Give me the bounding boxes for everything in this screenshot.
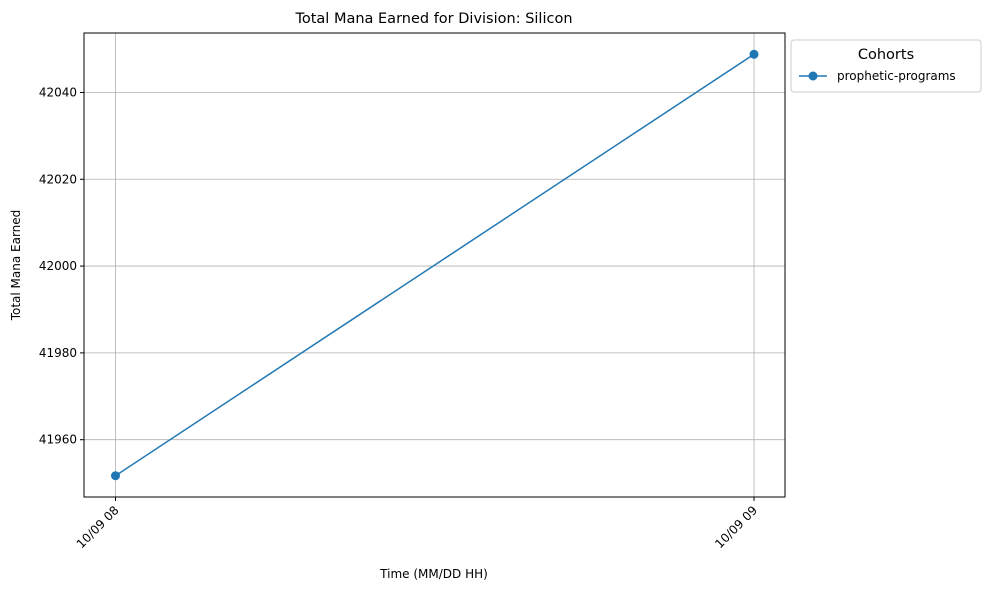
y-tick-label: 42040 xyxy=(39,85,77,99)
y-axis-title: Total Mana Earned xyxy=(9,210,23,322)
y-tick-label: 42020 xyxy=(39,172,77,186)
data-point xyxy=(749,49,759,59)
series-layer xyxy=(111,49,759,481)
legend-box xyxy=(790,39,982,93)
legend-entry-label: prophetic-programs xyxy=(837,69,956,83)
chart-title: Total Mana Earned for Division: Silicon xyxy=(294,11,572,27)
grid xyxy=(84,33,785,497)
y-tick-label: 42000 xyxy=(39,259,77,273)
data-point xyxy=(111,471,120,481)
y-axis-ticks: 41960 41980 42000 42020 42040 xyxy=(39,85,84,447)
legend: Cohorts prophetic-programs xyxy=(790,39,982,93)
y-tick-label: 41960 xyxy=(39,433,77,447)
legend-marker-sample xyxy=(808,71,818,81)
y-tick-label: 41980 xyxy=(39,346,77,360)
series-line xyxy=(115,53,755,477)
x-axis-title: Time (MM/DD HH) xyxy=(379,567,488,581)
plot-area-frame xyxy=(83,32,786,498)
legend-title: Cohorts xyxy=(858,47,914,63)
